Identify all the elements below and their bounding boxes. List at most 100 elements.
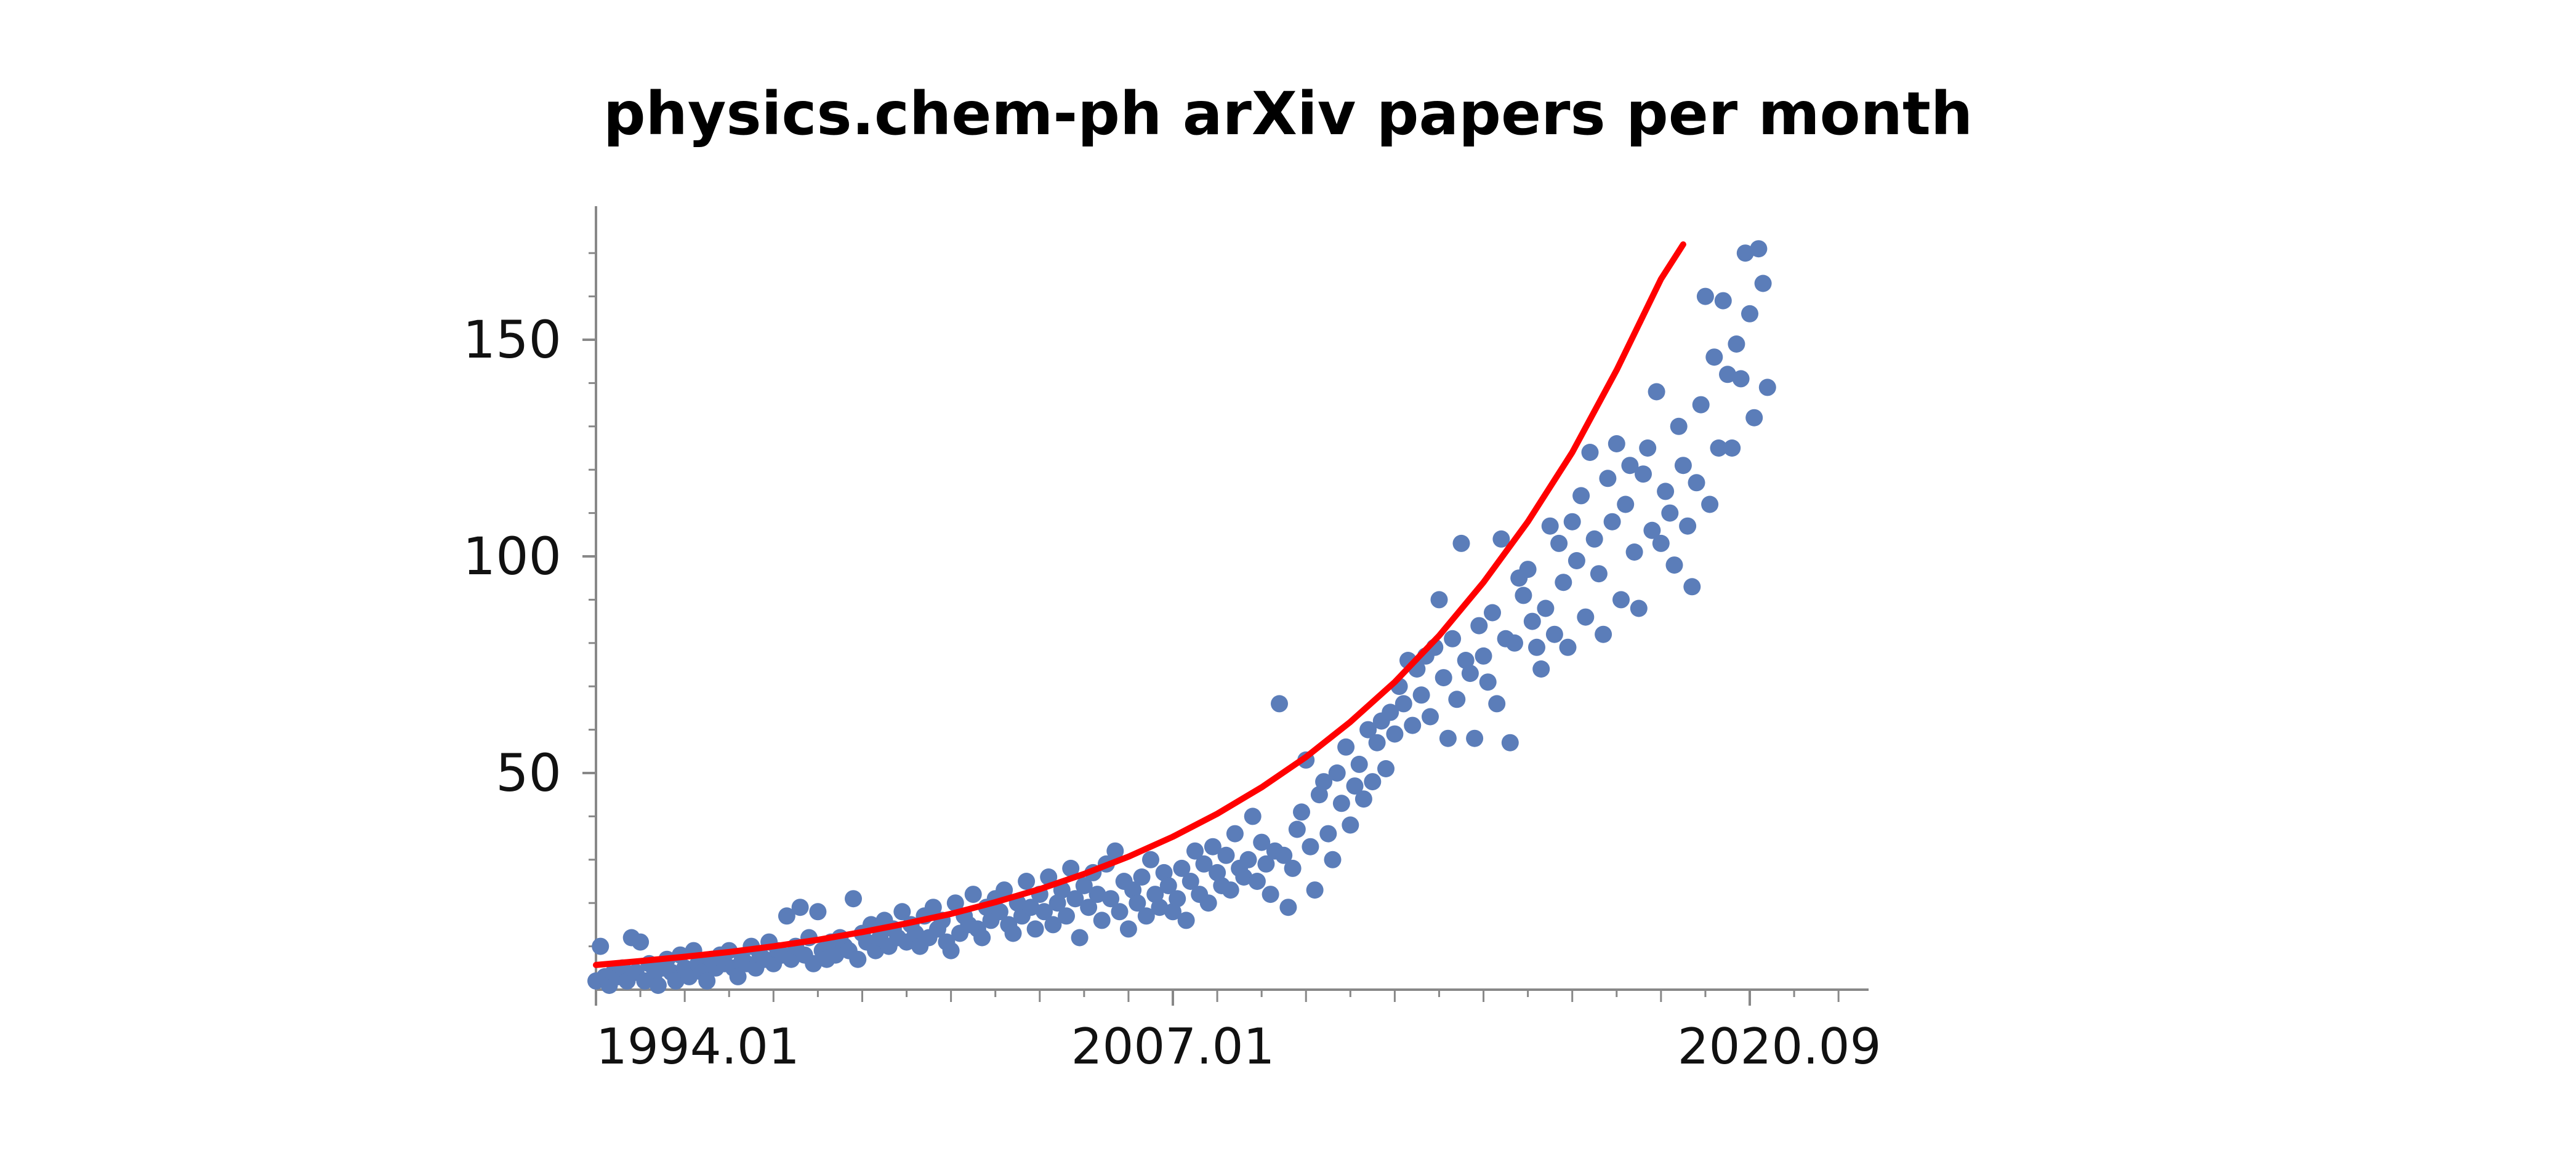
data-point (1395, 695, 1412, 713)
fit-curve-layer (593, 241, 1686, 968)
data-point (1492, 530, 1510, 548)
data-point (1422, 708, 1439, 726)
data-point (1253, 833, 1271, 851)
data-point (1461, 665, 1479, 683)
data-point (1563, 513, 1581, 531)
data-point (924, 899, 942, 916)
data-point (946, 894, 964, 912)
data-point (1679, 517, 1697, 535)
data-point (1324, 851, 1342, 868)
data-point (1346, 777, 1364, 795)
data-point (1142, 851, 1159, 868)
data-point (1688, 474, 1705, 492)
data-point (1169, 890, 1186, 908)
data-point (1275, 846, 1293, 864)
data-point (1599, 470, 1617, 487)
data-point (778, 907, 795, 925)
data-point (1439, 729, 1457, 747)
data-point (1129, 894, 1146, 912)
data-point (1204, 838, 1222, 855)
data-point (1532, 660, 1550, 678)
data-point (1310, 786, 1328, 804)
data-point (809, 903, 827, 921)
data-point (1470, 617, 1488, 635)
x-tick-label: 2007.01 (1071, 1018, 1275, 1075)
data-point (1466, 729, 1484, 747)
data-point (1195, 855, 1213, 873)
data-point (1089, 886, 1106, 904)
y-tick-label: 50 (496, 743, 561, 803)
data-point (1448, 691, 1466, 708)
data-point (1665, 556, 1683, 574)
data-point (1577, 608, 1595, 626)
data-point (1758, 379, 1776, 396)
data-point (1585, 530, 1603, 548)
data-point (1635, 465, 1652, 483)
data-point (1625, 543, 1643, 561)
data-point (791, 899, 809, 916)
data-point (1705, 348, 1723, 366)
data-point (1354, 790, 1372, 808)
data-points (587, 240, 1776, 994)
data-point (964, 886, 982, 904)
data-point (1119, 920, 1137, 938)
data-point (1670, 417, 1688, 435)
data-point (1071, 929, 1089, 947)
data-point (1475, 647, 1492, 665)
data-point (1555, 574, 1572, 591)
data-point (1519, 561, 1537, 579)
data-point (1612, 591, 1630, 609)
data-point (1603, 513, 1621, 531)
data-point (1319, 825, 1337, 843)
data-point (1488, 695, 1506, 713)
data-point (1545, 625, 1563, 643)
fit-curve (593, 241, 1686, 968)
data-point (1723, 439, 1741, 457)
data-point (1359, 721, 1377, 739)
data-point (1062, 859, 1080, 877)
data-point (1541, 517, 1559, 535)
data-point (1155, 863, 1173, 881)
data-point (783, 950, 800, 968)
data-point (1293, 803, 1310, 821)
data-point (1710, 439, 1728, 457)
data-point (1528, 638, 1545, 656)
data-point (729, 968, 747, 985)
data-point (1657, 483, 1675, 500)
data-point (1146, 886, 1164, 904)
data-point (1173, 859, 1191, 877)
y-ticks: 50 100 150 (463, 252, 596, 948)
y-tick-label: 150 (463, 310, 561, 370)
data-point (667, 972, 685, 990)
data-point (1728, 335, 1745, 353)
data-point (991, 903, 1008, 921)
data-point (1342, 816, 1359, 834)
data-point (1652, 534, 1670, 552)
data-point (1026, 920, 1044, 938)
data-point (1044, 916, 1062, 934)
data-point (1302, 838, 1319, 855)
data-point (1683, 578, 1701, 596)
data-point (1692, 396, 1710, 414)
data-point (1501, 734, 1519, 751)
data-point (1288, 820, 1306, 838)
data-point (1209, 863, 1226, 881)
data-point (1306, 881, 1324, 899)
data-point (649, 977, 667, 994)
data-point (1328, 764, 1346, 782)
data-point (1244, 807, 1262, 825)
data-point (1177, 912, 1195, 929)
data-point (845, 890, 862, 908)
data-point (1719, 366, 1736, 383)
data-point (1368, 734, 1386, 751)
data-point (1515, 587, 1532, 604)
data-point (1018, 873, 1036, 890)
data-point (1284, 859, 1302, 877)
data-point (1412, 686, 1430, 704)
data-point (1537, 599, 1555, 617)
data-point (1661, 504, 1679, 522)
data-point (1248, 873, 1266, 890)
data-point (1572, 487, 1590, 505)
data-point (1696, 287, 1714, 305)
data-point (1506, 634, 1523, 652)
